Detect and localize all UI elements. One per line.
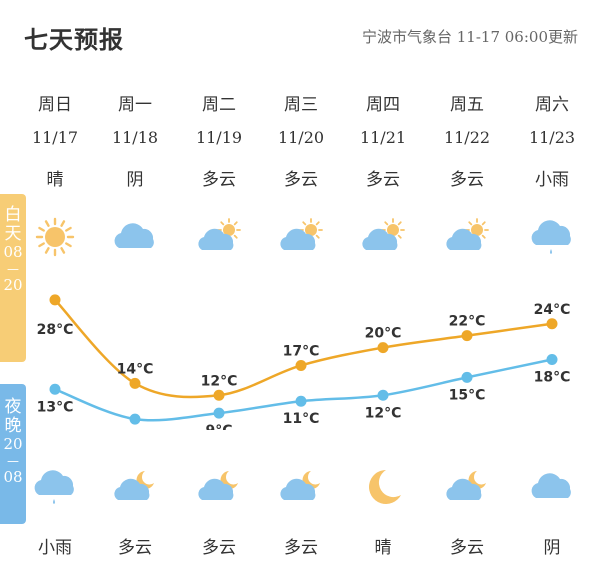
high-temp-point — [213, 389, 225, 401]
date-label: 11/18 — [111, 128, 159, 147]
moon-icon — [360, 467, 406, 507]
cloud-moon-icon — [444, 467, 490, 507]
day-of-week: 周一 — [118, 95, 152, 115]
low-temp-point — [213, 407, 225, 419]
day-weather-text: 小雨 — [535, 170, 569, 190]
low-temp-point — [49, 383, 61, 395]
night-weather-text: 阴 — [543, 538, 561, 558]
day-of-week: 周六 — [535, 95, 569, 115]
night-label-1: 夜 — [4, 397, 22, 417]
cloud-moon-icon — [112, 467, 158, 507]
high-temp-label: 20°C — [365, 326, 402, 342]
low-temp-label: 11°C — [283, 411, 320, 427]
night-to: 08 — [3, 468, 23, 486]
page-title: 七天预报 — [24, 26, 124, 54]
cloud-sun-icon — [360, 217, 406, 257]
low-temp-label: 12°C — [365, 405, 402, 421]
day-of-week: 周五 — [450, 95, 484, 115]
day-weather-text: 阴 — [126, 170, 144, 190]
day-weather-text: 多云 — [450, 170, 484, 190]
low-temp-point — [295, 395, 307, 407]
cloud-icon — [529, 467, 575, 507]
night-weather-text: 晴 — [374, 538, 392, 558]
day-dash: — — [7, 262, 19, 276]
date-label: 11/22 — [443, 128, 491, 147]
cloud-sun-icon — [196, 217, 242, 257]
night-weather-text: 小雨 — [38, 538, 72, 558]
sun-icon — [32, 217, 78, 257]
day-label-1: 白 — [4, 205, 22, 225]
high-temp-label: 14°C — [117, 361, 154, 377]
cloud-icon — [112, 217, 158, 257]
cloud-moon-icon — [196, 467, 242, 507]
night-from: 20 — [3, 435, 23, 453]
high-temp-label: 28°C — [37, 322, 74, 338]
night-weather-text: 多云 — [284, 538, 318, 558]
cloud-moon-icon — [278, 467, 324, 507]
high-temp-label: 24°C — [534, 302, 571, 318]
rain-cloud-icon — [529, 217, 575, 257]
low-temp-label: 8°C — [121, 429, 148, 430]
night-label-2: 晚 — [4, 416, 22, 436]
day-to: 20 — [3, 276, 23, 294]
high-temp-point — [546, 318, 558, 330]
low-temp-point — [377, 389, 389, 401]
high-temp-point — [129, 377, 141, 389]
date-label: 11/17 — [31, 128, 79, 147]
high-temp-label: 12°C — [201, 373, 238, 389]
update-info: 宁波市气象台 11-17 06:00更新 — [361, 28, 578, 46]
low-temp-label: 15°C — [449, 387, 486, 403]
day-weather-text: 多云 — [366, 170, 400, 190]
low-temp-point — [546, 354, 558, 365]
high-temp-label: 22°C — [449, 314, 486, 330]
date-label: 11/23 — [528, 128, 576, 147]
high-temp-point — [377, 342, 389, 354]
day-weather-text: 多云 — [202, 170, 236, 190]
date-label: 11/21 — [359, 128, 407, 147]
day-of-week: 周日 — [38, 95, 72, 115]
night-weather-text: 多云 — [118, 538, 152, 558]
low-temp-point — [461, 371, 473, 383]
cloud-sun-icon — [444, 217, 490, 257]
low-temp-label: 9°C — [205, 423, 232, 430]
night-weather-text: 多云 — [450, 538, 484, 558]
day-of-week: 周四 — [366, 95, 400, 115]
night-period-badge: 夜 晚 20 — 08 — [0, 384, 26, 524]
high-temp-point — [49, 294, 61, 306]
cloud-sun-icon — [278, 217, 324, 257]
temperature-chart: 28°C 14°C 12°C 17°C 20°C 22°C 24°C 13°C 8°C 9°C 11… — [37, 294, 571, 430]
low-temp-point — [129, 413, 141, 425]
day-label-2: 天 — [4, 224, 22, 244]
rain-cloud-icon — [32, 467, 78, 507]
day-weather-text: 多云 — [284, 170, 318, 190]
low-temp-label: 13°C — [37, 399, 74, 415]
high-temp-point — [461, 330, 473, 342]
date-label: 11/19 — [195, 128, 243, 147]
day-period-badge: 白 天 08 — 20 — [0, 194, 26, 362]
low-temp-label: 18°C — [534, 370, 571, 386]
night-dash: — — [7, 454, 19, 468]
day-of-week: 周三 — [284, 95, 318, 115]
day-weather-text: 晴 — [46, 170, 64, 190]
date-label: 11/20 — [277, 128, 325, 147]
day-of-week: 周二 — [202, 95, 236, 115]
night-weather-text: 多云 — [202, 538, 236, 558]
high-temp-point — [295, 359, 307, 371]
day-from: 08 — [3, 243, 23, 261]
high-temp-label: 17°C — [283, 343, 320, 359]
